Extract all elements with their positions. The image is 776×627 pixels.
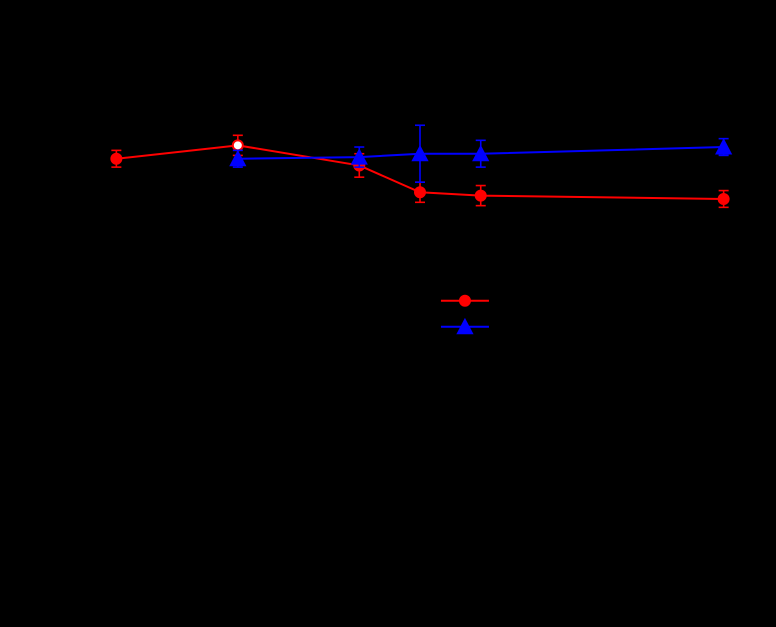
svg-text:1,0: 1,0 [53,201,74,218]
svg-text:12/9: 12/9 [648,553,677,570]
svg-text:30/4: 30/4 [102,553,131,570]
svg-text:29/7: 29/7 [466,553,495,570]
svg-text:0,4: 0,4 [53,402,74,419]
svg-text:1,4: 1,4 [53,67,74,84]
svg-text:Date: Date [402,581,438,600]
svg-text:0,6: 0,6 [53,335,74,352]
svg-text:29/6: 29/6 [345,553,374,570]
svg-text:15/5: 15/5 [162,553,191,570]
chart-svg: 0,0 0,2 0,4 0,6 0,8 1,0 1,2 1,4 1,6 O.V. (%) 30/4 1… [0,0,776,627]
svg-text:0,2: 0,2 [53,469,74,486]
svg-text:13/8: 13/8 [527,553,556,570]
chart-container: 0,0 0,2 0,4 0,6 0,8 1,0 1,2 1,4 1,6 O.V. (%) 30/4 1… [0,0,776,627]
svg-text:Cntr: Cntr [495,319,526,336]
svg-text:A. donax: A. donax [495,293,558,310]
svg-text:1,6: 1,6 [53,0,74,17]
svg-text:28/8: 28/8 [588,553,617,570]
svg-text:1,2: 1,2 [53,134,74,151]
svg-text:27/9: 27/9 [709,553,738,570]
svg-text:E. camaldulensis: E. camaldulensis [498,266,627,285]
svg-text:14/7: 14/7 [405,553,434,570]
svg-text:0,8: 0,8 [53,268,74,285]
svg-text:14/6: 14/6 [284,553,313,570]
svg-text:0,0: 0,0 [53,536,74,553]
svg-text:30/5: 30/5 [223,553,252,570]
svg-text:O.V. (%): O.V. (%) [13,244,32,308]
